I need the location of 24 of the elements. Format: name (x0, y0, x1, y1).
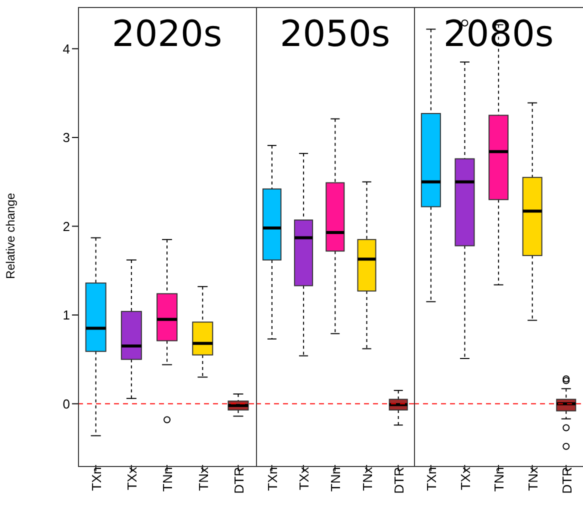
x-tick-label: TNn (328, 467, 344, 492)
y-tick-label: 0 (62, 396, 70, 412)
x-tick-label: TXn (265, 467, 280, 491)
x-tick-label: TXn (424, 467, 440, 491)
y-tick-label: 3 (62, 130, 70, 146)
x-tick-label: TNx (526, 466, 541, 491)
x-tick-label: TXx (296, 466, 312, 490)
x-tick-label: TNn (160, 467, 176, 492)
y-axis-title: Relative change (3, 192, 18, 280)
chart-title: 2050s (278, 14, 392, 55)
x-tick-label: DTR (559, 467, 574, 494)
x-tick-label: TNx (360, 466, 375, 491)
x-tick-label: DTR (391, 467, 406, 494)
x-tick-label: TXx (458, 466, 473, 490)
x-tick-label: TXn (89, 467, 104, 491)
x-tick-label: DTR (231, 467, 246, 494)
y-tick-label: 2 (62, 218, 70, 234)
x-tick-label: TNx (196, 466, 211, 491)
y-tick-label: 1 (62, 308, 70, 323)
chart-title: 2020s (110, 14, 224, 55)
chart-title: 2080s (442, 14, 555, 55)
y-tick-label: 4 (62, 41, 70, 56)
x-tick-label: TXx (124, 466, 140, 490)
x-tick-label: TNn (492, 467, 507, 492)
